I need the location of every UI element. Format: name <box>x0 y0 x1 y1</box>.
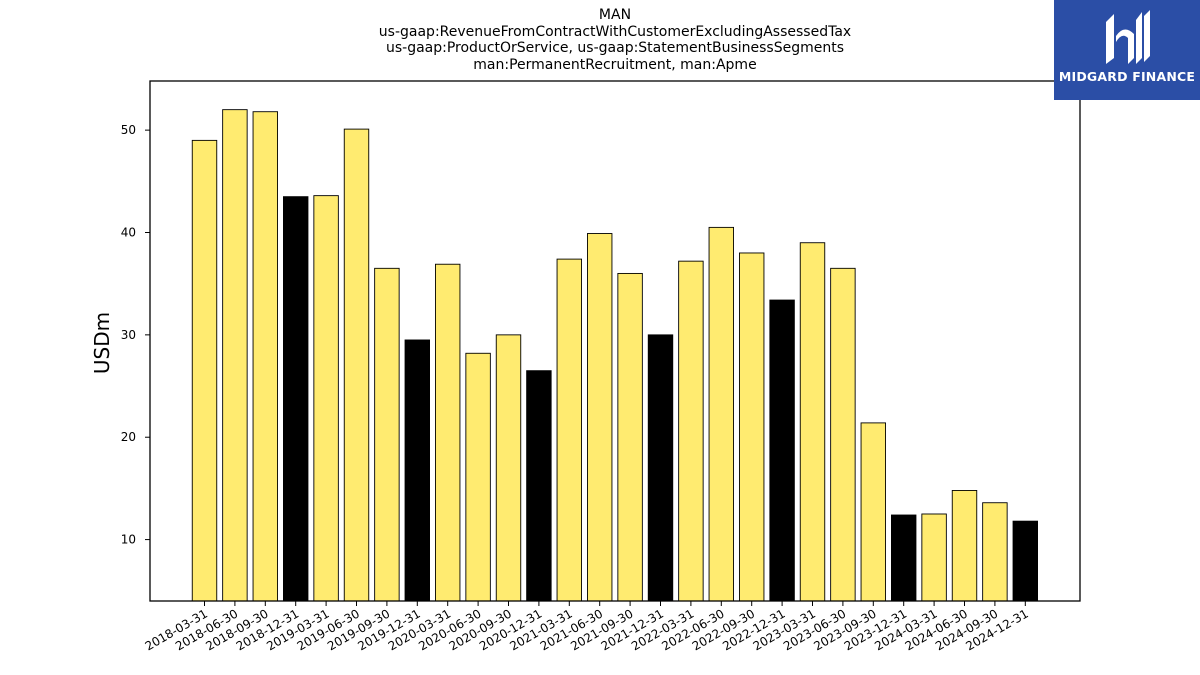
bar-2024-09-30 <box>982 502 1008 602</box>
y-tick-label: 10 <box>121 533 136 547</box>
brand-logo: MIDGARD FINANCE <box>1054 0 1200 100</box>
plot-area-frame <box>149 80 1081 602</box>
chart-title-line-axes: us-gaap:ProductOrService, us-gaap:Statem… <box>385 40 844 56</box>
bar-2023-09-30 <box>860 422 886 602</box>
bar-2018-12-31 <box>283 196 309 602</box>
y-axis-label: USDm <box>90 312 114 374</box>
chart-title-line-members: man:PermanentRecruitment, man:Apme <box>473 56 757 73</box>
bar-2023-03-31 <box>799 242 826 602</box>
y-tick-label: 30 <box>121 328 136 342</box>
bar-2024-12-31 <box>1012 520 1038 602</box>
y-tick-label: 20 <box>121 430 136 444</box>
bar-2021-12-31 <box>647 334 674 602</box>
bar-2019-09-30 <box>374 267 400 602</box>
bar-2022-09-30 <box>739 252 765 602</box>
bar-2020-12-31 <box>526 370 552 602</box>
bar-2019-06-30 <box>343 128 370 602</box>
bar-2021-09-30 <box>617 272 643 602</box>
chart-title-line-concept: us-gaap:RevenueFromContractWithCustomerE… <box>378 23 852 40</box>
bar-2022-06-30 <box>708 226 734 602</box>
bar-2024-06-30 <box>951 490 978 602</box>
bar-2020-06-30 <box>465 352 491 602</box>
bar-2023-06-30 <box>830 267 856 602</box>
x-axis: 2018-03-312018-06-302018-09-302018-12-31… <box>143 601 1031 653</box>
bar-2022-12-31 <box>769 299 795 602</box>
bar-2020-09-30 <box>495 334 522 602</box>
bar-2018-03-31 <box>191 139 218 602</box>
bar-2019-12-31 <box>404 339 430 602</box>
bars-group <box>191 109 1038 602</box>
midgard-logo-icon <box>1106 10 1150 64</box>
y-axis: 10 20 30 40 50 <box>121 123 150 547</box>
bar-2018-06-30 <box>222 109 248 602</box>
bar-2021-06-30 <box>587 233 613 602</box>
y-tick-label: 40 <box>121 225 136 239</box>
bar-2023-12-31 <box>891 514 917 602</box>
bar-2021-03-31 <box>556 258 582 602</box>
chart-title-line-ticker: MAN <box>598 7 632 23</box>
brand-logo-text: MIDGARD FINANCE <box>1058 69 1196 84</box>
bar-2024-03-31 <box>921 513 947 602</box>
bar-2020-03-31 <box>435 263 461 602</box>
y-tick-label: 50 <box>121 123 136 137</box>
bar-2019-03-31 <box>313 195 339 602</box>
bar-2022-03-31 <box>678 260 704 602</box>
bar-2018-09-30 <box>252 111 279 602</box>
